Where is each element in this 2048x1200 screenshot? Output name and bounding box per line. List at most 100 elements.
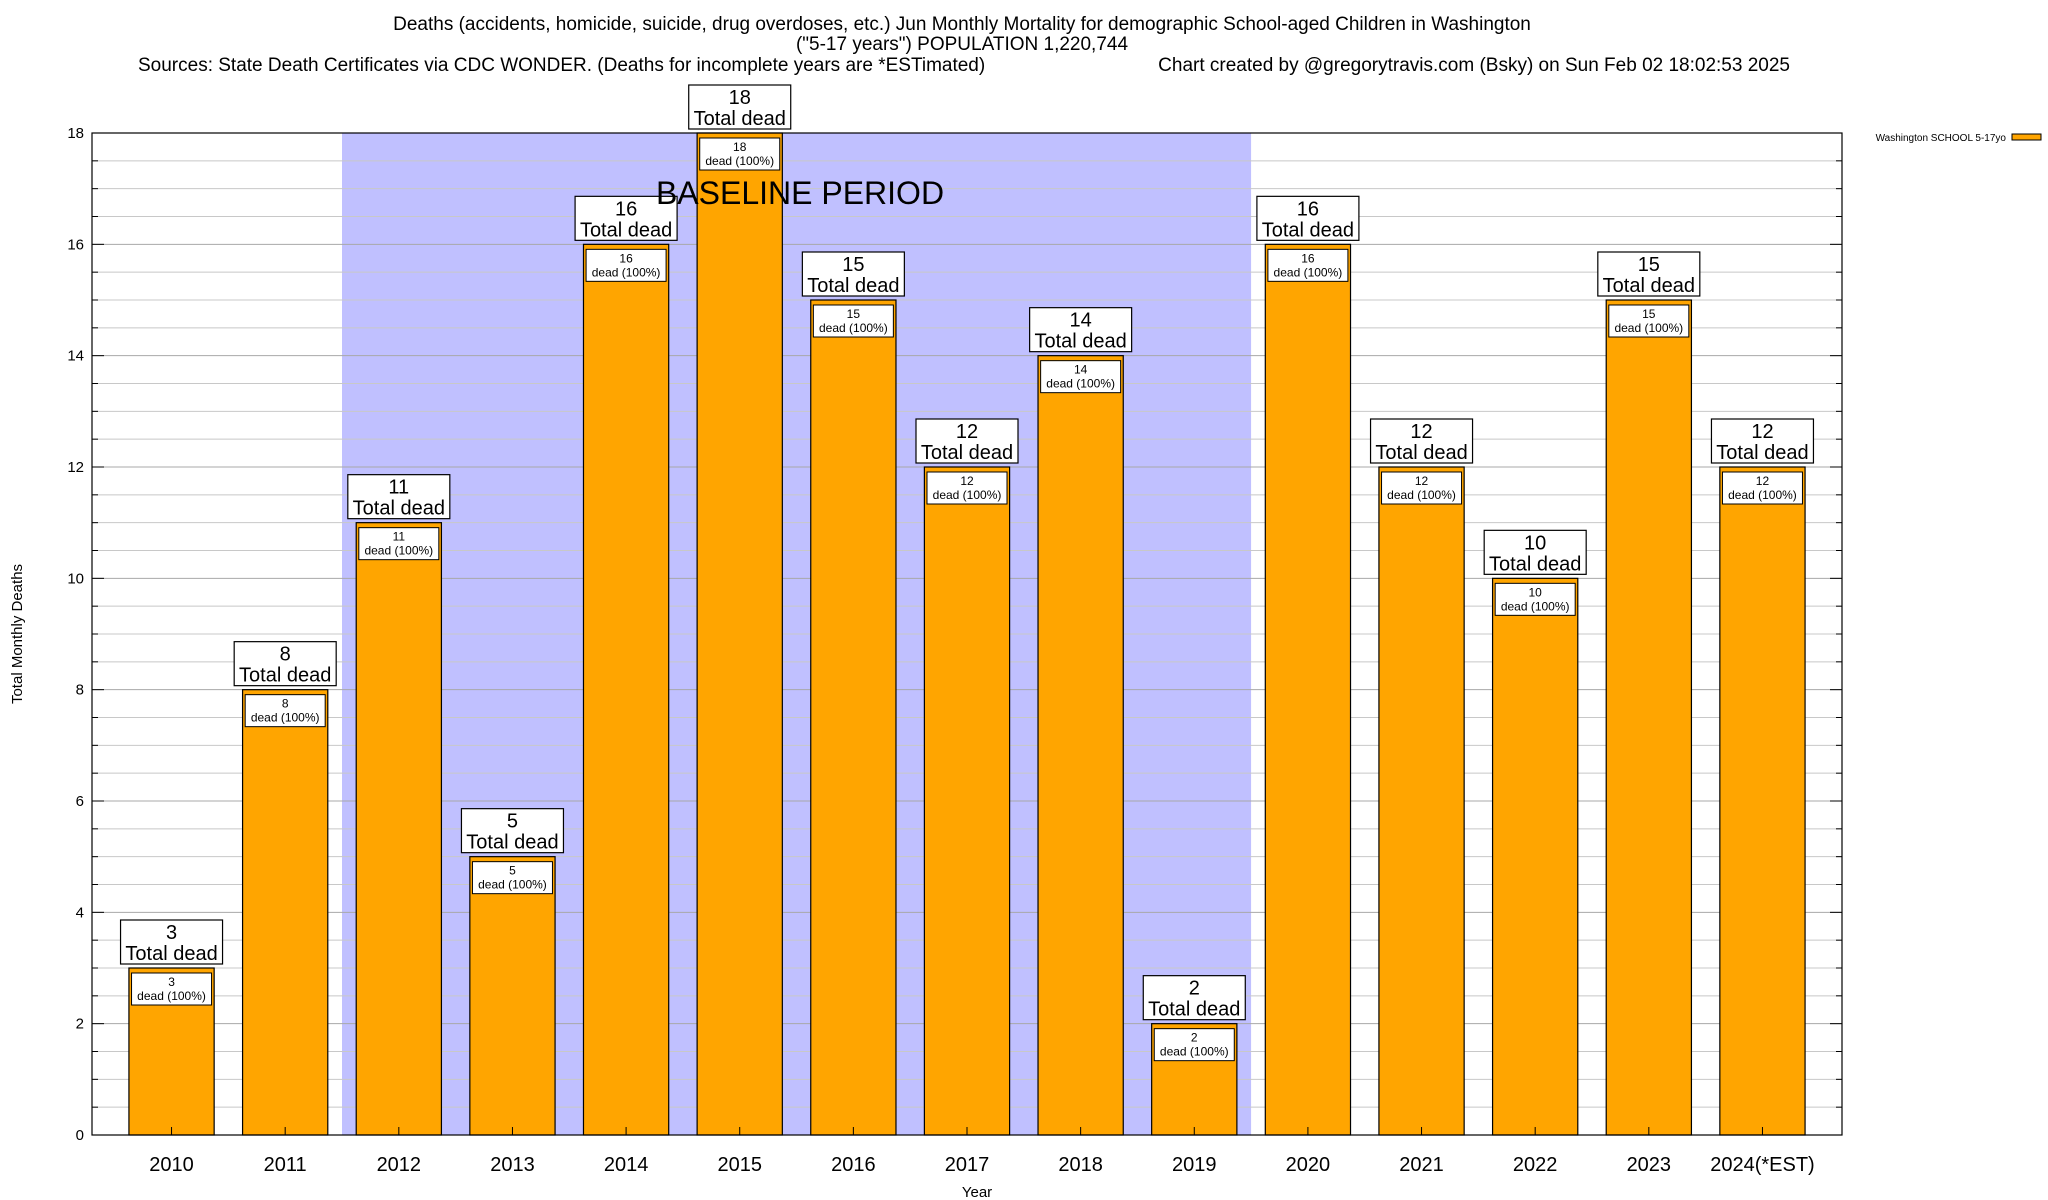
inner-label-box: [471, 861, 553, 895]
total-label-box: [1597, 251, 1701, 297]
total-label-text: Total dead: [1489, 553, 1581, 575]
inner-label-box: [1153, 1028, 1235, 1062]
total-label-count: 15: [842, 254, 864, 276]
inner-label-count: 18: [733, 140, 747, 154]
total-label-text: Total dead: [580, 219, 672, 241]
x-tick-label-2023: 2023: [1627, 1154, 1672, 1176]
total-label-count: 15: [1638, 254, 1660, 276]
inner-label-text: dead (100%): [137, 989, 206, 1003]
inner-label-text: dead (100%): [1274, 265, 1343, 279]
y-tick-label: 14: [67, 348, 84, 365]
inner-label-box: [1040, 360, 1122, 394]
x-axis-title: Year: [962, 1184, 992, 1200]
inner-label-box: [585, 248, 667, 282]
total-label-count: 14: [1070, 310, 1092, 332]
inner-label-box: [1608, 304, 1690, 338]
y-tick-label: 12: [67, 459, 84, 476]
total-label-text: Total dead: [1716, 442, 1808, 464]
y-tick-label: 6: [76, 793, 84, 810]
total-label-box: [1029, 307, 1133, 353]
y-tick-label: 4: [76, 904, 84, 921]
bar-2024(*EST): [1719, 466, 1806, 1136]
total-label-count: 10: [1524, 532, 1546, 554]
baseline-period-label: BASELINE PERIOD: [656, 175, 944, 211]
x-tick-label-2021: 2021: [1399, 1154, 1444, 1176]
total-label-text: Total dead: [466, 832, 558, 854]
total-label-count: 16: [615, 198, 637, 220]
inner-label-count: 16: [1301, 251, 1315, 265]
total-label-box: [915, 418, 1019, 464]
inner-label-count: 10: [1529, 585, 1543, 599]
x-tick-label-2014: 2014: [604, 1154, 649, 1176]
total-label-text: Total dead: [353, 498, 445, 520]
inner-label-box: [1381, 471, 1463, 505]
legend-label: Washington SCHOOL 5-17yo: [1876, 133, 2007, 144]
total-label-text: Total dead: [125, 943, 217, 965]
inner-label-text: dead (100%): [251, 711, 320, 725]
total-label-box: [801, 251, 905, 297]
chart-header: Deaths (accidents, homicide, suicide, dr…: [138, 14, 1790, 76]
y-tick-label: 10: [67, 570, 84, 587]
inner-label-text: dead (100%): [1160, 1045, 1229, 1059]
y-axis-title: Total Monthly Deaths: [9, 564, 26, 704]
y-tick-label: 8: [76, 682, 84, 699]
inner-label-text: dead (100%): [1046, 377, 1115, 391]
total-label-count: 12: [1410, 421, 1432, 443]
inner-label-text: dead (100%): [1387, 488, 1456, 502]
inner-label-count: 14: [1074, 363, 1088, 377]
inner-label-box: [1494, 582, 1576, 616]
total-label-box: [688, 84, 792, 130]
bar-2016: [810, 299, 897, 1136]
total-label-box: [1256, 195, 1360, 241]
inner-label-text: dead (100%): [933, 488, 1002, 502]
x-tick-label-2012: 2012: [377, 1154, 422, 1176]
total-label-text: Total dead: [1262, 219, 1354, 241]
total-label-count: 8: [280, 644, 291, 666]
total-label-text: Total dead: [807, 275, 899, 297]
inner-label-box: [699, 137, 781, 171]
x-tick-label-2018: 2018: [1058, 1154, 1103, 1176]
bar-2020: [1264, 243, 1352, 1136]
y-tick-label: 2: [76, 1016, 84, 1033]
y-tick-label: 0: [76, 1127, 84, 1144]
total-label-count: 2: [1189, 978, 1200, 1000]
bar-2017: [923, 466, 1011, 1136]
total-label-count: 3: [166, 922, 177, 944]
total-label-box: [1369, 418, 1474, 464]
inner-label-box: [131, 972, 213, 1006]
inner-label-count: 2: [1191, 1031, 1198, 1045]
bar-2011: [241, 689, 329, 1136]
x-tick-label-2013: 2013: [490, 1154, 535, 1176]
x-tick-label-2016: 2016: [831, 1154, 876, 1176]
total-label-count: 11: [388, 477, 409, 499]
total-label-box: [233, 641, 337, 687]
total-label-box: [574, 195, 678, 241]
x-tick-label-2010: 2010: [149, 1154, 194, 1176]
bar-2013: [469, 856, 556, 1136]
inner-label-count: 15: [847, 307, 861, 321]
total-label-box: [460, 808, 565, 854]
inner-label-text: dead (100%): [705, 154, 774, 168]
x-tick-label-2017: 2017: [945, 1154, 990, 1176]
inner-label-count: 5: [509, 864, 516, 878]
inner-label-box: [1267, 248, 1349, 282]
inner-label-box: [358, 527, 440, 561]
bar-2012: [355, 522, 443, 1136]
inner-label-text: dead (100%): [819, 321, 888, 335]
total-label-count: 5: [507, 811, 518, 833]
total-label-text: Total dead: [1603, 275, 1695, 297]
total-label-box: [1483, 529, 1587, 575]
inner-label-text: dead (100%): [1501, 599, 1570, 613]
x-tick-label-2019: 2019: [1172, 1154, 1217, 1176]
inner-label-count: 8: [282, 697, 289, 711]
inner-label-count: 12: [1756, 474, 1770, 488]
legend-swatch: [2011, 133, 2042, 141]
total-label-count: 18: [729, 87, 751, 109]
inner-label-count: 15: [1642, 307, 1656, 321]
x-tick-label-2020: 2020: [1286, 1154, 1331, 1176]
x-axis: 2010 2011 2012 2013 2014 2015 2016 2017 2018 2019…: [149, 1127, 1815, 1176]
y-axis: 0 2 4 6 8 10 12 14 16 18: [67, 125, 1842, 1144]
inner-label-text: dead (100%): [1614, 321, 1683, 335]
bar-2014: [582, 243, 670, 1136]
